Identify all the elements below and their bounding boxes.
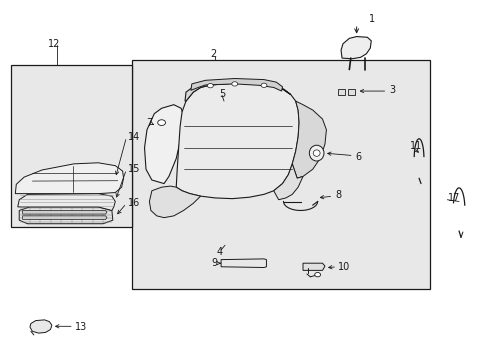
Polygon shape <box>340 37 370 59</box>
Polygon shape <box>184 81 290 101</box>
Polygon shape <box>30 320 52 333</box>
Polygon shape <box>303 263 325 270</box>
Text: 9: 9 <box>211 258 218 268</box>
Text: 11: 11 <box>409 141 422 151</box>
Polygon shape <box>22 211 107 214</box>
Polygon shape <box>292 101 326 178</box>
Circle shape <box>231 82 237 86</box>
Circle shape <box>314 273 320 277</box>
Polygon shape <box>347 89 354 95</box>
Polygon shape <box>190 78 282 91</box>
Polygon shape <box>337 89 344 95</box>
Text: 5: 5 <box>219 89 225 99</box>
Text: 7: 7 <box>146 118 152 128</box>
Circle shape <box>261 83 266 87</box>
Text: 12: 12 <box>48 39 60 49</box>
Text: 13: 13 <box>75 322 87 332</box>
Polygon shape <box>221 259 266 267</box>
Bar <box>132 60 429 289</box>
Polygon shape <box>273 164 303 200</box>
Text: 10: 10 <box>337 262 350 272</box>
Text: 3: 3 <box>389 85 395 95</box>
Polygon shape <box>144 105 183 184</box>
Text: 6: 6 <box>355 152 361 162</box>
Polygon shape <box>15 163 123 194</box>
Ellipse shape <box>309 145 324 161</box>
Ellipse shape <box>313 150 320 156</box>
Text: 14: 14 <box>127 132 140 142</box>
Polygon shape <box>22 216 107 220</box>
Bar <box>11 65 132 226</box>
Polygon shape <box>19 207 113 224</box>
Text: 8: 8 <box>334 190 341 200</box>
Polygon shape <box>18 194 115 211</box>
Circle shape <box>207 84 213 88</box>
Polygon shape <box>149 186 200 218</box>
Text: 16: 16 <box>127 198 140 208</box>
Circle shape <box>158 120 165 126</box>
Text: 2: 2 <box>210 49 216 59</box>
Text: 1: 1 <box>368 14 374 24</box>
Text: 17: 17 <box>447 193 460 203</box>
Text: 15: 15 <box>127 164 140 174</box>
Polygon shape <box>176 83 299 199</box>
Text: 4: 4 <box>216 247 223 257</box>
